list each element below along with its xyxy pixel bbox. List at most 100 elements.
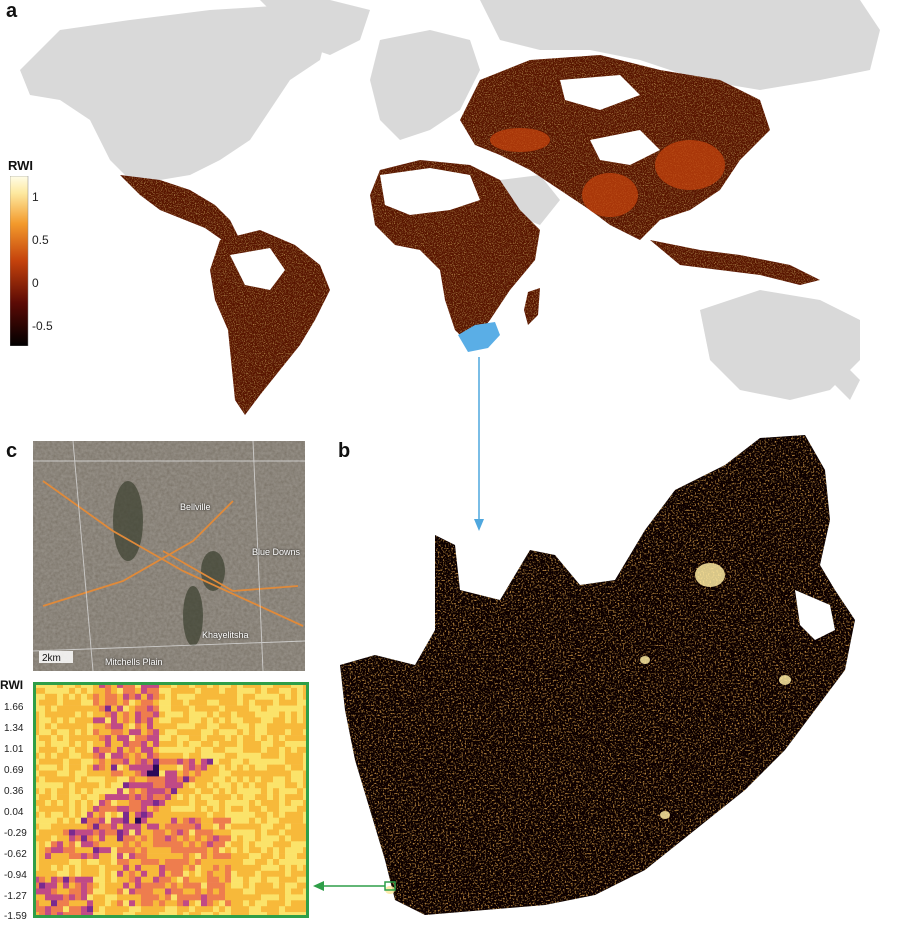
heatmap-cell [111,817,118,824]
heatmap-cell [165,876,172,883]
heatmap-cell [171,859,178,866]
heatmap-cell [57,788,64,795]
heatmap-cell [237,835,244,842]
heatmap-cell [99,900,106,907]
heatmap-cell [165,853,172,860]
heatmap-cell [291,711,298,718]
heatmap-cell [231,794,238,801]
heatmap-cell [123,817,130,824]
heatmap-cell [135,888,142,895]
heatmap-cell [117,800,124,807]
heatmap-cell [291,764,298,771]
heatmap-cell [147,882,154,889]
heatmap-cell [45,770,52,777]
heatmap-cell [267,741,274,748]
heatmap-cell [255,682,262,689]
heatmap-cell [255,782,262,789]
heatmap-cell [69,876,76,883]
heatmap-cell [87,794,94,801]
heatmap-cell [33,788,40,795]
heatmap-cell [39,888,46,895]
heatmap-cell [291,853,298,860]
heatmap-cell [291,888,298,895]
heatmap-cell [141,817,148,824]
heatmap-cell [105,729,112,736]
heatmap-cell [69,764,76,771]
heatmap-cell [57,705,64,712]
heatmap-cell [189,800,196,807]
heatmap-cell [141,687,148,695]
heatmap-cell [147,835,154,842]
heatmap-cell [219,853,226,860]
heatmap-cell [69,758,76,765]
heatmap-cell [39,776,46,783]
heatmap-cell [123,800,130,807]
heatmap-cell [105,741,112,748]
heatmap-cell [159,811,166,818]
heatmap-cell [93,864,100,872]
heatmap-cell [189,758,196,765]
heatmap-cell [231,835,238,842]
heatmap-cell [267,735,274,742]
heatmap-cell [159,823,166,830]
heatmap-cell [45,741,52,748]
heatmap-cell [189,823,196,830]
heatmap-cell [207,906,214,913]
heatmap-cell [129,835,136,842]
heatmap-cell [81,693,88,700]
heatmap-cell [123,723,130,730]
heatmap-cell [99,841,106,848]
heatmap-cell [291,758,298,765]
world-map [20,0,880,415]
heatmap-cell [87,829,94,836]
heatmap-cell [159,876,166,883]
heatmap-cell [267,900,274,907]
heatmap-cell [99,770,106,777]
heatmap-cell [147,811,154,818]
heatmap-cell [237,770,244,777]
heatmap-cell [165,758,172,765]
heatmap-cell [231,805,238,813]
heatmap-cell [147,758,154,765]
heatmap-cell [243,723,250,730]
heatmap-cell [141,859,148,866]
heatmap-cell [141,888,148,895]
heatmap-cell [195,876,202,883]
heatmap-cell [201,705,208,712]
heatmap-cell [117,746,124,754]
heatmap-cell [135,817,142,824]
heatmap-cell [255,752,262,759]
heatmap-cell [207,876,214,883]
heatmap-cell [183,752,190,759]
heatmap-cell [135,864,142,872]
heatmap-cell [105,811,112,818]
heatmap-cell [135,687,142,695]
heatmap-cell [57,782,64,789]
heatmap-cell [207,829,214,836]
heatmap-cell [243,841,250,848]
heatmap-cell [261,859,268,866]
heatmap-cell [237,717,244,724]
heatmap-cell [177,906,184,913]
heatmap-cell [267,853,274,860]
heatmap-cell [159,788,166,795]
heatmap-cell [297,847,304,854]
heatmap-cell [165,788,172,795]
heatmap-cell [255,900,262,907]
heatmap-cell [63,699,70,706]
heatmap-cell [141,723,148,730]
heatmap-cell [159,870,166,877]
heatmap-cell [147,741,154,748]
heatmap-cell [165,829,172,836]
heatmap-cell [285,746,292,754]
heatmap-cell [93,859,100,866]
heatmap-cell [165,864,172,872]
heatmap-cell [267,823,274,830]
heatmap-cell [51,705,58,712]
heatmap-cell [297,782,304,789]
heatmap-cell [105,835,112,842]
heatmap-cell [267,717,274,724]
heatmap-cell [207,758,214,765]
heatmap-cell [195,882,202,889]
heatmap-cell [183,735,190,742]
